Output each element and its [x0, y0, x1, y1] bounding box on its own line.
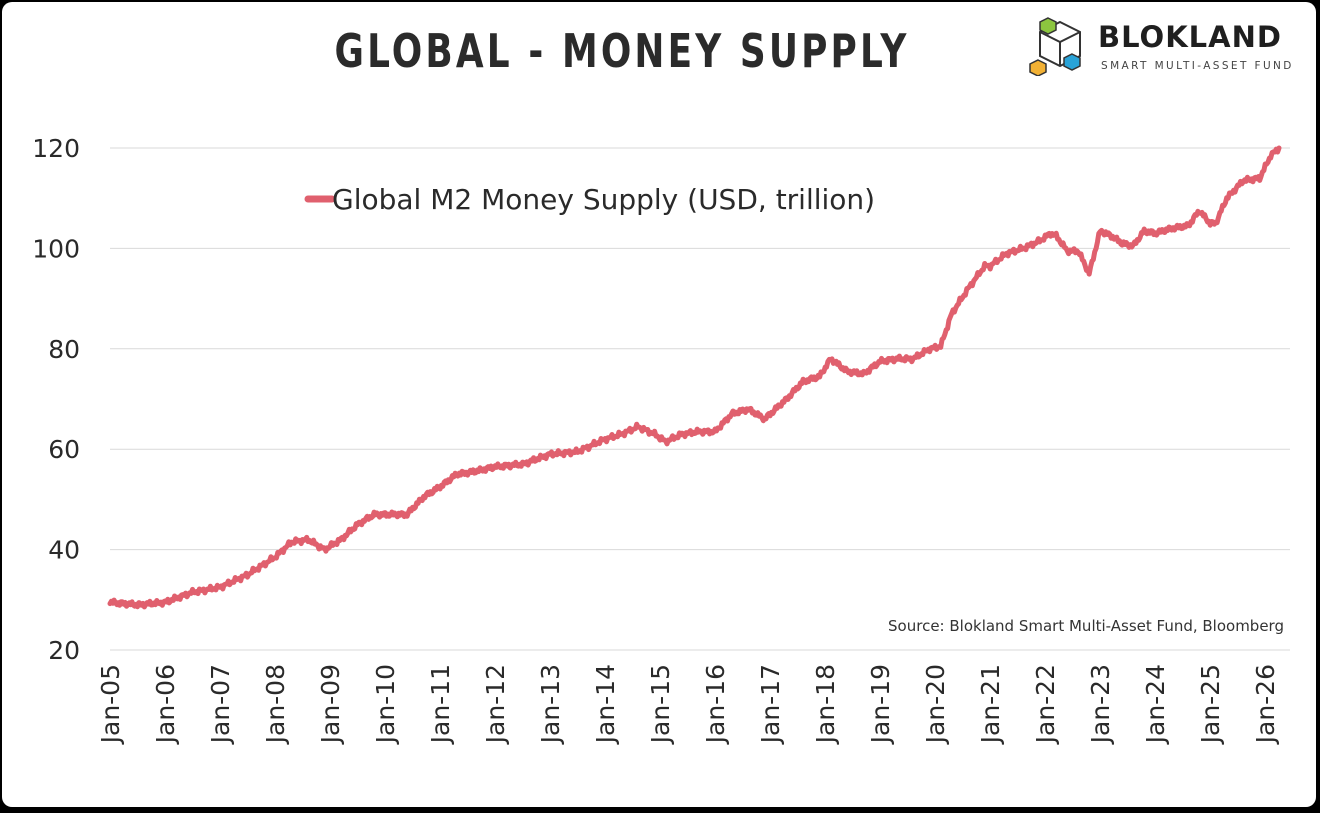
x-tick-label: Jan-06 — [151, 664, 180, 745]
series-line-global-m2 — [107, 145, 1282, 610]
brand-logo: BLOKLAND SMART MULTI-ASSET FUND — [1028, 14, 1308, 78]
y-tick-label: 40 — [48, 536, 80, 565]
legend: Global M2 Money Supply (USD, trillion) — [304, 183, 875, 216]
y-tick-label: 80 — [48, 335, 80, 364]
x-tick-label: Jan-21 — [976, 664, 1005, 745]
x-tick-label: Jan-08 — [261, 664, 290, 745]
x-tick-label: Jan-12 — [481, 664, 510, 745]
x-tick-label: Jan-22 — [1031, 664, 1060, 745]
gridlines — [110, 147, 1290, 651]
x-tick-label: Jan-17 — [756, 664, 785, 745]
y-tick-label: 100 — [32, 234, 80, 263]
x-tick-label: Jan-14 — [591, 664, 620, 745]
cube-logo-icon — [1029, 17, 1081, 76]
x-tick-label: Jan-20 — [921, 664, 950, 745]
x-tick-label: Jan-26 — [1251, 664, 1280, 745]
y-tick-label: 60 — [48, 435, 80, 464]
x-tick-label: Jan-25 — [1196, 664, 1225, 745]
x-tick-label: Jan-23 — [1086, 664, 1115, 745]
x-tick-label: Jan-07 — [206, 664, 235, 745]
brand-tagline: SMART MULTI-ASSET FUND — [1101, 60, 1294, 72]
x-tick-label: Jan-11 — [426, 664, 455, 745]
x-axis-ticks: Jan-05 Jan-06 Jan-07 Jan-08 Jan-09 Jan-10 Jan-… — [96, 664, 1280, 745]
x-tick-label: Jan-18 — [811, 664, 840, 745]
y-tick-label: 120 — [32, 134, 80, 163]
y-tick-label: 20 — [48, 636, 80, 665]
y-axis-ticks: 20 40 60 80 100 120 — [32, 134, 80, 665]
x-tick-label: Jan-16 — [701, 664, 730, 745]
x-tick-label: Jan-05 — [96, 664, 125, 745]
legend-label: Global M2 Money Supply (USD, trillion) — [332, 183, 875, 216]
chart-title: GLOBAL - MONEY SUPPLY — [334, 24, 910, 78]
source-note: Source: Blokland Smart Multi-Asset Fund,… — [888, 617, 1284, 635]
x-tick-label: Jan-13 — [536, 664, 565, 745]
x-tick-label: Jan-09 — [316, 664, 345, 745]
x-tick-label: Jan-24 — [1141, 664, 1170, 745]
brand-name: BLOKLAND — [1098, 20, 1282, 54]
x-tick-label: Jan-15 — [646, 664, 675, 745]
x-tick-label: Jan-10 — [371, 664, 400, 745]
x-tick-label: Jan-19 — [866, 664, 895, 745]
